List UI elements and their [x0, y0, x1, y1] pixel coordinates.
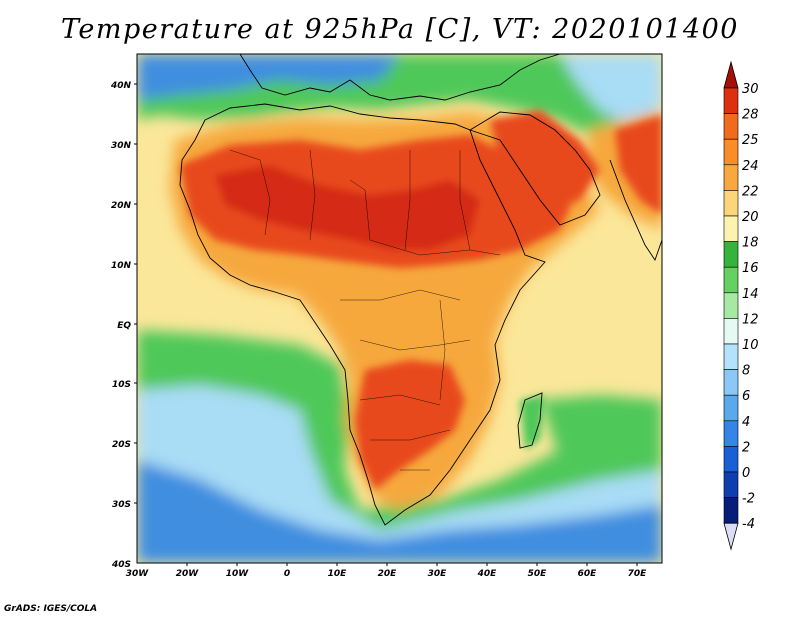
colorbar-segment [723, 113, 739, 140]
colorbar-label: 28 [742, 108, 759, 123]
colorbar-label: -4 [742, 517, 755, 532]
colorbar-segment [723, 138, 739, 166]
madagascar-green [520, 395, 545, 450]
africa-coastline [179, 103, 546, 526]
lat-label: 20S [112, 440, 131, 450]
colorbar-segment [723, 343, 739, 370]
colorbar-label: 6 [742, 389, 750, 404]
madagascar-coastline [517, 392, 543, 449]
colorbar-segment [723, 420, 739, 447]
arabia-hot [490, 110, 600, 210]
lon-label: 40E [477, 569, 498, 579]
lat-label: 40N [110, 81, 132, 91]
colorbar-segment [723, 241, 739, 268]
colorbar-bottom-arrow [723, 522, 739, 551]
lon-label: 60E [578, 569, 598, 579]
colorbar-segment [723, 497, 739, 524]
map-plot-area [136, 53, 663, 564]
colorbar-label: 22 [742, 184, 759, 199]
colorbar-segment [723, 369, 739, 396]
colorbar-segment [723, 164, 739, 191]
colorbar-segment [723, 190, 739, 217]
asia-cool-region [560, 54, 662, 125]
colorbar-label: 25 [742, 133, 759, 148]
lon-label: 10W [226, 569, 250, 579]
colorbar-segment [723, 446, 739, 473]
longitude-ticks [186, 563, 638, 566]
colorbar-label: 14 [742, 287, 759, 302]
lat-label: 10S [112, 380, 131, 390]
colorbar-label: -2 [742, 492, 755, 507]
europe-cool-region [137, 54, 400, 100]
colorbar-top-arrow [723, 60, 739, 89]
lat-label: 20N [111, 201, 132, 211]
colorbar-label: 16 [742, 261, 759, 276]
sahel-very-hot [215, 165, 480, 250]
indian-ocean-green [540, 395, 662, 470]
colorbar-segment [723, 292, 739, 319]
lon-label: 10E [328, 569, 348, 579]
southern-ocean-cool [137, 460, 662, 563]
latitude-labels: 40N 30N 20N 10N EQ 10S 20S 30S 40S [110, 81, 132, 570]
lat-label: EQ [117, 321, 131, 331]
lon-label: 50E [528, 569, 548, 579]
europe-coastline [239, 54, 561, 101]
colorbar-label: 4 [742, 415, 750, 430]
lat-label: 30S [112, 500, 131, 510]
latitude-ticks [134, 83, 137, 504]
india-hot [615, 115, 662, 215]
colorbar-label: 8 [742, 364, 750, 379]
southern-africa-hot [355, 360, 465, 490]
colorbar-label: 12 [742, 312, 759, 327]
country-borders [229, 149, 501, 471]
map-frame [136, 53, 663, 564]
lon-label: 20E [378, 569, 398, 579]
colorbar-segment [723, 318, 739, 345]
colorbar-segment [723, 87, 739, 114]
colorbar-segment [723, 215, 739, 242]
colorbar-label: 30 [742, 82, 759, 97]
lat-label: 30N [111, 141, 132, 151]
coastlines [179, 54, 662, 526]
colorbar-segment [723, 266, 739, 294]
lat-label: 10N [111, 261, 132, 271]
lon-label: 20W [176, 569, 200, 579]
colorbar-label: 24 [742, 159, 759, 174]
colorbar-label: 20 [742, 210, 759, 225]
lat-label: 40S [111, 560, 131, 570]
lon-label: 30W [126, 569, 150, 579]
india-coastline [609, 159, 662, 262]
lon-label: 70E [628, 569, 648, 579]
colorbar-label: 2 [742, 440, 750, 455]
longitude-labels: 30W 20W 10W 0 10E 20E 30E 40E 50E 60E 70… [126, 569, 647, 579]
colorbar-segment [723, 394, 739, 422]
colorbar-label: 18 [742, 236, 759, 251]
colorbar-segment [723, 471, 739, 498]
colorbar-label: 0 [742, 466, 750, 481]
lon-label: 30E [428, 569, 448, 579]
software-credit: GrADS: IGES/COLA [4, 604, 98, 614]
colorbar-label: 10 [742, 338, 759, 353]
arabia-coastline [468, 111, 601, 226]
map-title: Temperature at 925hPa [C], VT: 202010140… [61, 14, 739, 45]
lon-label: 0 [284, 569, 290, 579]
